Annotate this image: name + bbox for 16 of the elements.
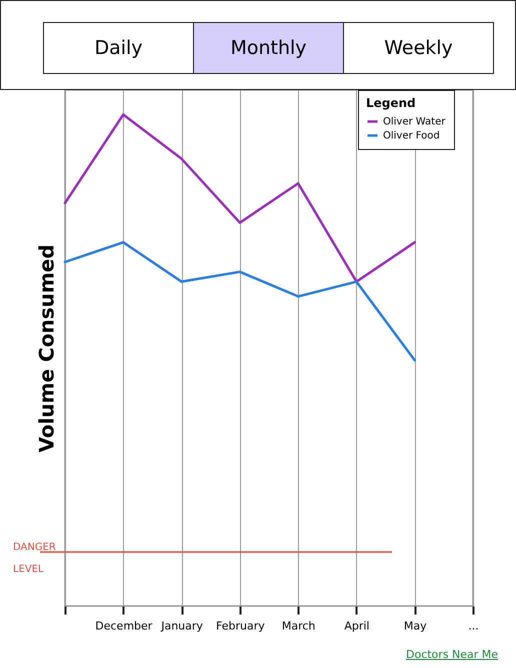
x-tick-label: December [95, 620, 153, 632]
x-tick-label: May [404, 620, 428, 632]
text: Weekly [383, 36, 454, 61]
legend-title: Legend [366, 96, 416, 110]
legend-label: Oliver Water [383, 116, 446, 128]
x-tick-label: ... [468, 620, 479, 632]
x-tick-label: February [216, 620, 266, 632]
legend-label: Oliver Food [383, 130, 440, 142]
ref-line-label: DANGER LEVEL [13, 542, 56, 575]
text: Doctors Near Me [406, 648, 498, 661]
x-tick-label: March [282, 620, 316, 632]
x-tick-label: April [344, 620, 370, 632]
y-axis-title: Volume Consumed [34, 244, 58, 453]
text: Daily [44, 23, 194, 73]
x-tick-label: January [160, 620, 204, 632]
text: Monthly [194, 23, 344, 73]
